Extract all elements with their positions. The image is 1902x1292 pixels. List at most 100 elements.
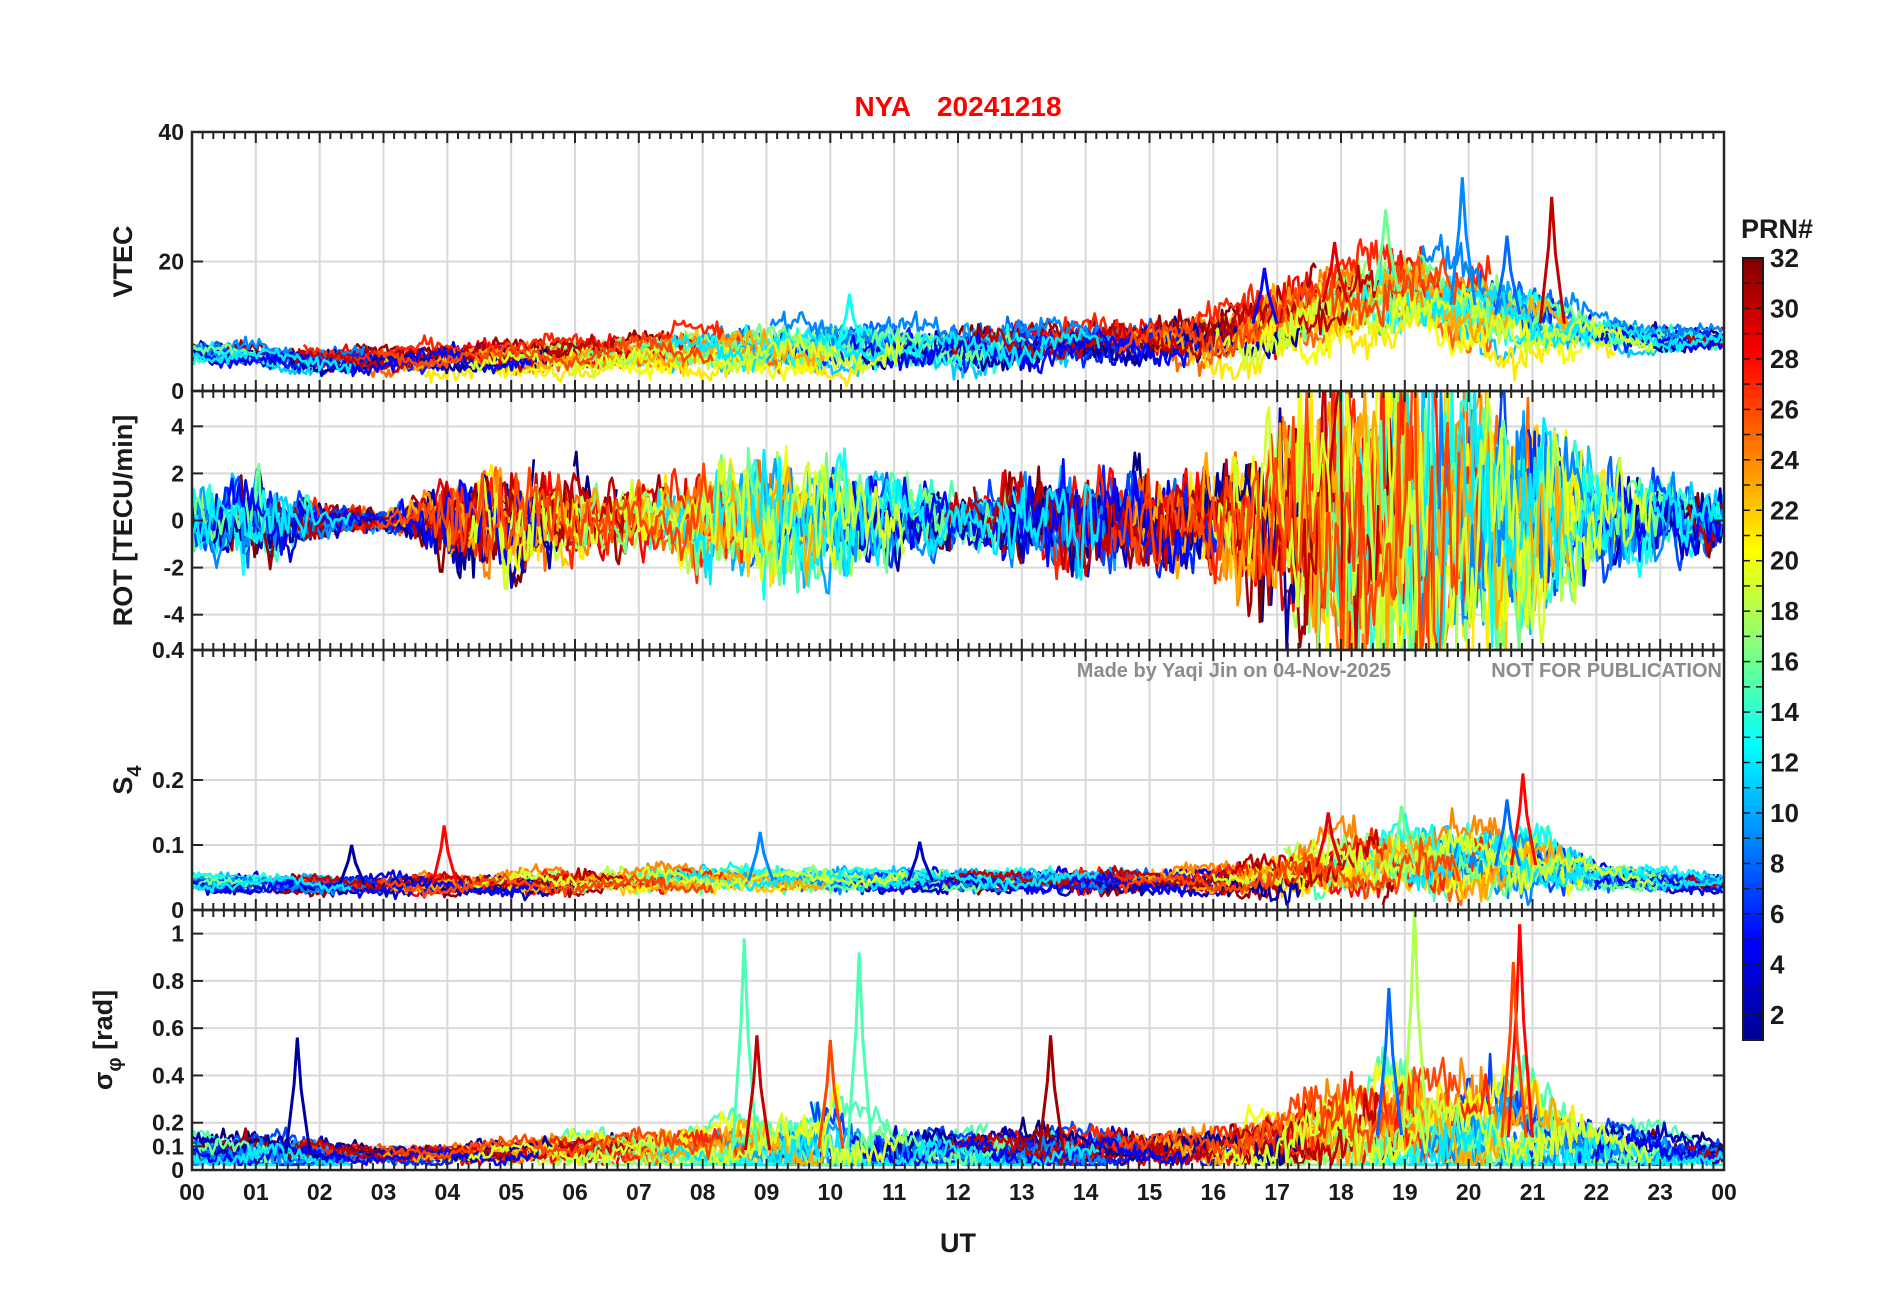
x-tick-label: 05 (498, 1179, 524, 1205)
x-tick-label: 12 (945, 1179, 971, 1205)
y-tick-label: 0 (171, 378, 184, 404)
y-tick-label: -2 (164, 555, 184, 581)
x-tick-label: 11 (882, 1179, 907, 1205)
panel-sigphi: 00.10.2 0.4 0.6 0.8 1 σφ [rad] (88, 908, 1726, 1183)
x-tick-label: 22 (1584, 1179, 1610, 1205)
x-tick-label: 15 (1137, 1179, 1163, 1205)
colorbar-tick-label: 22 (1770, 495, 1799, 525)
x-tick-label: 00 (1711, 1179, 1737, 1205)
peak-trace (1315, 812, 1343, 867)
chart-title: NYA 20241218 (854, 91, 1061, 122)
x-tick-label: 03 (371, 1179, 397, 1205)
peak-trace (1494, 799, 1522, 867)
y-tick-label: 0.6 (152, 1015, 184, 1041)
prn-trace (223, 852, 1724, 906)
peak-trace (906, 841, 934, 882)
y-tick-label: 0 (171, 508, 184, 534)
x-tick-label: 09 (754, 1179, 780, 1205)
title-station: NYA (854, 91, 911, 122)
x-tick-label: 02 (307, 1179, 333, 1205)
x-tick-label: 00 (179, 1179, 205, 1205)
y-axis-label-s4: S4 (108, 765, 146, 795)
colorbar-tick-label: 6 (1770, 899, 1784, 929)
y-tick-label: 4 (171, 413, 184, 439)
y-axis-label-rot: ROT [TECU/min] (108, 415, 138, 626)
peak-trace (1509, 773, 1538, 866)
x-tick-label: 01 (243, 1179, 269, 1205)
x-tick-label: 23 (1647, 1179, 1673, 1205)
prn-trace (376, 1056, 1461, 1160)
y-tick-label: 0.4 (152, 637, 184, 663)
y-tick-label: 0.1 (152, 832, 184, 858)
colorbar-tick-label: 4 (1770, 949, 1785, 979)
x-tick-label: 16 (1201, 1179, 1227, 1205)
x-tick-label: 19 (1392, 1179, 1418, 1205)
colorbar-title: PRN# (1741, 214, 1813, 244)
colorbar-tick-label: 16 (1770, 647, 1799, 677)
colorbar-tick-label: 24 (1770, 445, 1799, 475)
y-tick-label: 0.2 (152, 1110, 184, 1136)
series-rot (192, 391, 1724, 650)
colorbar-tick-label: 2 (1770, 1000, 1784, 1030)
colorbar-tick-label: 28 (1770, 344, 1799, 374)
y-tick-label: 40 (158, 119, 184, 145)
y-tick-label: 0.8 (152, 968, 184, 994)
colorbar-gradient (1742, 257, 1764, 1041)
peak-trace (1401, 910, 1429, 1136)
series-vtec (192, 177, 1724, 388)
x-tick-label: 08 (690, 1179, 716, 1205)
panel-s4: 0 0.1 0.2 0.4 S4 (108, 637, 1726, 923)
peak-trace (747, 831, 775, 882)
x-tick-label: 13 (1009, 1179, 1035, 1205)
x-minor-ticks (191, 650, 1725, 910)
peak-trace (1494, 235, 1522, 315)
peak-trace (1372, 209, 1400, 292)
x-minor-ticks (191, 910, 1725, 1170)
peak-trace (1037, 1035, 1065, 1152)
peak-trace (1449, 177, 1477, 306)
x-tick-label: 04 (435, 1179, 461, 1205)
x-tick-label: 18 (1328, 1179, 1354, 1205)
peak-trace (1538, 196, 1566, 324)
peak-trace (731, 938, 759, 1151)
y-tick-label: -4 (164, 602, 185, 628)
colorbar-tick-label: 14 (1770, 697, 1799, 727)
y-tick-label: 0.2 (152, 767, 184, 793)
prn-trace (376, 391, 1461, 650)
peak-trace (1500, 961, 1528, 1138)
x-tick-label: 21 (1520, 1179, 1546, 1205)
x-tick-label: 06 (562, 1179, 588, 1205)
prn-trace (294, 1092, 1724, 1167)
x-axis-label: UT (940, 1228, 976, 1258)
peak-trace (846, 952, 874, 1150)
peak-trace (284, 1037, 312, 1154)
x-minor-ticks (191, 132, 1725, 391)
peak-trace (743, 1035, 772, 1151)
peak-trace (1251, 267, 1279, 325)
peak-trace (431, 825, 459, 885)
y-tick-label: 20 (158, 249, 184, 275)
y-tick-label: 0 (171, 897, 184, 923)
watermark-notice: NOT FOR PUBLICATION (1491, 660, 1722, 682)
colorbar-tick-label: 32 (1770, 243, 1799, 273)
peak-trace (1506, 924, 1534, 1138)
x-minor-ticks (191, 391, 1725, 650)
y-axis-label-sigphi: σφ [rad] (88, 990, 126, 1090)
colorbar-tick-label: 26 (1770, 394, 1799, 424)
title-date: 20241218 (937, 91, 1062, 122)
x-tick-label: 10 (818, 1179, 844, 1205)
y-tick-label: 0.1 (152, 1133, 184, 1159)
prn-trace (192, 324, 1724, 378)
y-tick-label: 2 (171, 460, 184, 486)
colorbar-tick-label: 12 (1770, 748, 1799, 778)
panel-vtec: 0 20 40 VTEC (108, 119, 1726, 404)
x-tick-label: 14 (1073, 1179, 1099, 1205)
peak-trace (1388, 805, 1416, 865)
x-tick-label: 07 (626, 1179, 652, 1205)
y-tick-label: 0.4 (152, 1062, 184, 1088)
colorbar-tick-label: 10 (1770, 798, 1799, 828)
colorbar-tick-label: 30 (1770, 293, 1799, 323)
